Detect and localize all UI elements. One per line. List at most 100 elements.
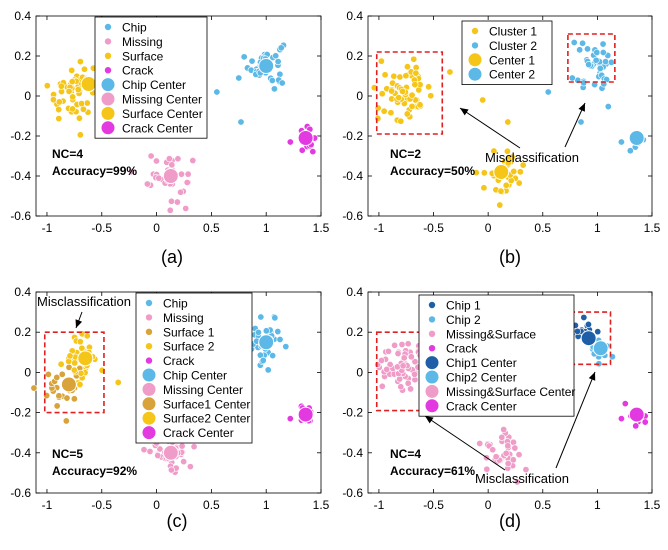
legend-marker xyxy=(468,53,482,67)
data-point xyxy=(400,354,408,362)
y-tick-label: -0.6 xyxy=(342,486,363,500)
data-point xyxy=(276,70,284,78)
data-point xyxy=(384,347,392,355)
x-tick-label: -1 xyxy=(42,498,53,512)
data-point xyxy=(408,91,416,99)
data-point xyxy=(407,353,415,361)
legend-marker xyxy=(104,38,112,45)
data-point xyxy=(66,352,74,360)
panel-b: -1 -0.5 0 0.5 1 1.5 0.4 0.2 0 -0.2 -0.4 -0.6 Misclas… xyxy=(342,9,660,267)
data-point xyxy=(378,90,386,98)
plot-frame xyxy=(367,15,653,217)
x-tick-label: 1 xyxy=(594,221,601,235)
data-point xyxy=(510,167,518,175)
legend-entry: Crack xyxy=(163,354,195,368)
data-point xyxy=(513,478,521,486)
arrow-shaft xyxy=(424,415,506,471)
data-point xyxy=(446,68,454,76)
panel-label: (d) xyxy=(499,511,521,531)
center-marker xyxy=(77,350,94,367)
series-missing-center xyxy=(162,444,179,461)
plot-frame xyxy=(367,291,653,494)
data-point xyxy=(180,458,188,466)
y-tick-label: 0.2 xyxy=(346,325,363,339)
accuracy-label: Accuracy=99% xyxy=(52,164,137,178)
nc-label: NC=2 xyxy=(390,147,421,161)
data-point xyxy=(274,58,282,66)
legend-entry: Center 1 xyxy=(489,53,535,67)
data-point xyxy=(257,313,265,321)
legend-marker xyxy=(101,106,115,120)
legend-marker xyxy=(428,345,436,352)
x-tick-label: -1 xyxy=(374,221,385,235)
data-point xyxy=(584,320,592,328)
data-point xyxy=(49,96,57,104)
data-point xyxy=(515,179,523,187)
legend-entry: Cluster 2 xyxy=(489,39,537,53)
legend-marker xyxy=(425,384,439,398)
y-tick-label: -0.2 xyxy=(10,406,31,420)
data-point xyxy=(397,383,405,391)
data-point xyxy=(602,58,610,66)
data-point xyxy=(396,73,404,81)
data-point xyxy=(425,83,433,91)
series-missing-center xyxy=(162,168,179,184)
data-point xyxy=(184,170,192,178)
legend-entry: Surface2 Center xyxy=(163,412,250,426)
x-tick-label: 0.5 xyxy=(203,221,220,235)
misclassification-label: Misclassification xyxy=(475,471,569,486)
data-point xyxy=(76,381,84,389)
legend-marker xyxy=(142,368,156,382)
data-point xyxy=(497,187,505,195)
legend-marker xyxy=(142,411,156,425)
data-point xyxy=(399,362,407,370)
data-point xyxy=(412,69,420,77)
data-point xyxy=(580,313,588,321)
data-point xyxy=(399,87,407,95)
data-point xyxy=(177,170,185,178)
legend-entry: Surface 2 xyxy=(163,340,215,354)
legend-marker xyxy=(142,397,156,411)
series-chip-center xyxy=(258,334,275,351)
x-tick-label: -0.5 xyxy=(423,221,444,235)
y-tick-label: -0.4 xyxy=(10,169,31,183)
data-point xyxy=(383,365,391,373)
accuracy-label: Accuracy=50% xyxy=(390,164,475,178)
center-marker xyxy=(258,58,275,74)
data-point xyxy=(140,446,148,454)
data-point xyxy=(607,58,615,66)
data-point xyxy=(183,178,191,186)
data-point xyxy=(69,93,77,101)
arrow-shaft xyxy=(564,102,586,148)
data-point xyxy=(168,161,176,169)
data-point xyxy=(53,373,61,381)
legend-entry: Surface1 Center xyxy=(163,397,250,411)
y-tick-label: -0.2 xyxy=(342,406,363,420)
legend-marker xyxy=(425,399,439,413)
legend-marker xyxy=(425,370,439,384)
data-point xyxy=(71,359,79,367)
data-point xyxy=(277,44,285,52)
panel-c: -1 -0.5 0 0.5 1 1.5 0.4 0.2 0 -0.2 -0.4 -0.6 Misclas… xyxy=(10,285,329,531)
legend-marker xyxy=(428,301,436,309)
x-tick-label: 0 xyxy=(485,498,492,512)
legend-entry: Center 2 xyxy=(489,68,535,82)
data-point xyxy=(213,88,221,96)
data-point xyxy=(377,57,385,65)
legend-entry: Chip xyxy=(163,297,188,311)
series-chip-center xyxy=(258,58,275,74)
data-point xyxy=(274,328,282,336)
legend-marker xyxy=(145,328,153,335)
x-tick-label: 0.5 xyxy=(534,221,551,235)
nc-label: NC=5 xyxy=(52,447,83,461)
legend-marker xyxy=(101,92,115,106)
data-point xyxy=(386,360,394,368)
y-tick-label: 0.2 xyxy=(14,49,31,63)
legend-entry: Surface 1 xyxy=(163,325,215,339)
data-point xyxy=(156,445,164,453)
data-point xyxy=(410,55,418,63)
legend-entry: Cluster 1 xyxy=(489,25,537,39)
data-point xyxy=(617,415,625,423)
panel-label: (a) xyxy=(161,247,183,267)
x-tick-label: 0.5 xyxy=(203,498,220,512)
